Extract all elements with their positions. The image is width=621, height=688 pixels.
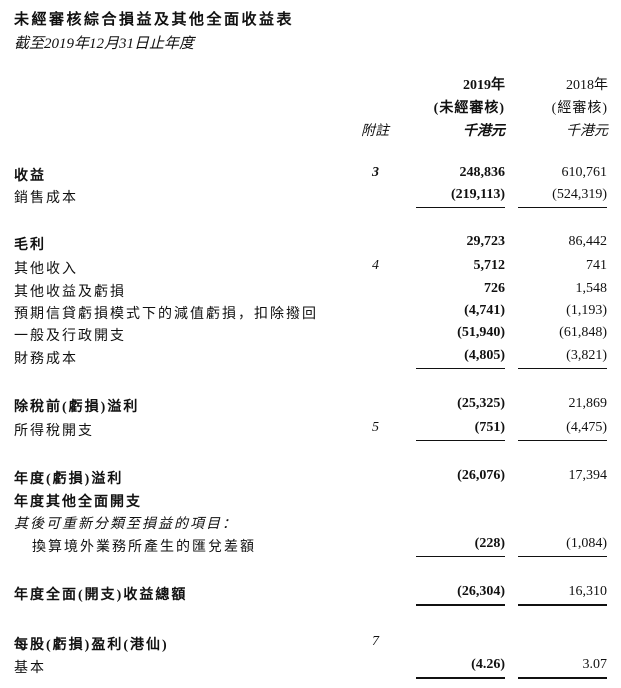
row-label: 銷售成本 [14, 191, 78, 206]
row-label: 基本 [14, 661, 46, 676]
row-label: 毛利 [14, 238, 46, 253]
table-row: 預期信貸虧損模式下的減值虧損，扣除撥回 (4,741) (1,193) [0, 303, 621, 323]
value-2018: (3,821) [518, 348, 607, 369]
header-2018-year: 2018年 [566, 78, 608, 93]
table-row: 財務成本 (4,805) (3,821) [0, 348, 621, 369]
row-note: 4 [372, 258, 379, 273]
value-2019: 248,836 [459, 165, 506, 180]
row-label: 一般及行政開支 [14, 329, 126, 344]
value-2019: (4,741) [464, 303, 505, 318]
row-label: 其後可重新分類至損益的項目： [14, 517, 238, 532]
table-row: 銷售成本 (219,113) (524,319) [0, 187, 621, 208]
value-2018: (1,193) [566, 303, 607, 318]
table-row: 其後可重新分類至損益的項目： [0, 513, 621, 533]
row-label: 除稅前(虧損)溢利 [14, 400, 140, 415]
value-2019: (751) [415, 420, 506, 441]
value-2019: (26,076) [457, 468, 505, 483]
page-subtitle: 截至2019年12月31日止年度 [14, 36, 195, 52]
value-2018: 16,310 [518, 584, 607, 606]
value-2018: (61,848) [559, 325, 607, 340]
table-row: 收益 3 248,836 610,761 [0, 165, 621, 185]
row-note: 3 [372, 165, 379, 180]
table-row: 所得稅開支 5 (751) (4,475) [0, 420, 621, 441]
row-label: 其他收益及虧損 [14, 285, 126, 300]
row-label: 收益 [14, 169, 46, 184]
table-row: 其他收入 4 5,712 741 [0, 258, 621, 278]
value-2019: (219,113) [415, 187, 506, 208]
header-2019-unit: 千港元 [463, 124, 505, 139]
table-row: 基本 (4.26) 3.07 [0, 657, 621, 679]
header-2019-audit: (未經審核) [433, 101, 505, 116]
table-row: 一般及行政開支 (51,940) (61,848) [0, 325, 621, 345]
value-2019: (51,940) [457, 325, 505, 340]
row-label: 預期信貸虧損模式下的減值虧損，扣除撥回 [14, 307, 318, 322]
table-row: 年度(虧損)溢利 (26,076) 17,394 [0, 468, 621, 488]
table-row: 毛利 29,723 86,442 [0, 234, 621, 254]
value-2018: 1,548 [575, 281, 608, 296]
page-title: 未經審核綜合損益及其他全面收益表 [14, 12, 295, 28]
value-2019: (4,805) [416, 348, 505, 369]
row-label: 換算境外業務所產生的匯兌差額 [32, 540, 256, 555]
value-2019: 29,723 [466, 234, 506, 249]
value-2019: (26,304) [416, 584, 505, 606]
value-2018: 21,869 [568, 396, 608, 411]
value-2019: (228) [415, 536, 506, 557]
header-2019-year: 2019年 [463, 78, 505, 93]
value-2018: (1,084) [518, 536, 607, 557]
value-2018: (524,319) [518, 187, 607, 208]
row-label: 年度其他全面開支 [14, 495, 142, 510]
row-label: 每股(虧損)盈利(港仙) [14, 638, 169, 653]
table-row: 其他收益及虧損 726 1,548 [0, 281, 621, 301]
table-row: 年度其他全面開支 [0, 491, 621, 511]
table-row: 每股(虧損)盈利(港仙) 7 [0, 634, 621, 654]
row-note: 5 [372, 420, 379, 435]
row-label: 其他收入 [14, 262, 78, 277]
row-label: 年度(虧損)溢利 [14, 472, 124, 487]
value-2019: (25,325) [457, 396, 505, 411]
value-2018: 86,442 [568, 234, 608, 249]
value-2018: 3.07 [519, 657, 607, 679]
table-row: 換算境外業務所產生的匯兌差額 (228) (1,084) [0, 536, 621, 557]
value-2019: 5,712 [473, 258, 506, 273]
row-label: 所得稅開支 [14, 424, 94, 439]
table-row: 除稅前(虧損)溢利 (25,325) 21,869 [0, 396, 621, 416]
value-2018: 17,394 [568, 468, 608, 483]
value-2018: 741 [586, 258, 607, 273]
value-2018: (4,475) [518, 420, 607, 441]
value-2019: (4.26) [416, 657, 505, 679]
header-2018-unit: 千港元 [566, 124, 608, 139]
header-note: 附註 [361, 124, 389, 139]
value-2018: 610,761 [561, 165, 608, 180]
row-label: 財務成本 [14, 352, 78, 367]
row-note: 7 [372, 634, 379, 649]
table-row: 年度全面(開支)收益總額 (26,304) 16,310 [0, 584, 621, 606]
row-label: 年度全面(開支)收益總額 [14, 588, 188, 603]
value-2019: 726 [484, 281, 505, 296]
header-2018-audit: (經審核) [551, 101, 608, 116]
